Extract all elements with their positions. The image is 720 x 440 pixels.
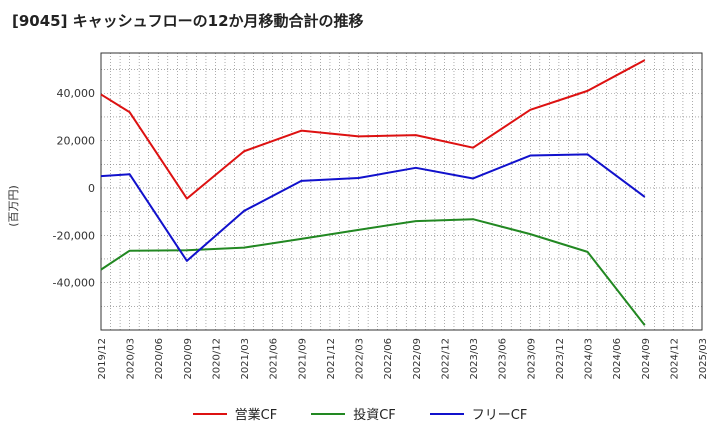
legend-label-investing: 投資CF bbox=[353, 408, 396, 423]
x-tick-label: 2021/03 bbox=[240, 338, 251, 380]
plot-area bbox=[101, 53, 702, 330]
legend-swatch-operating bbox=[192, 412, 227, 415]
y-tick-label: -40,000 bbox=[53, 277, 95, 290]
y-tick-label: 20,000 bbox=[57, 135, 96, 148]
x-tick-label: 2021/09 bbox=[297, 338, 308, 380]
x-tick-label: 2024/09 bbox=[641, 338, 652, 380]
x-tick-label: 2022/06 bbox=[383, 338, 394, 380]
legend-label-free: フリーCF bbox=[471, 408, 528, 423]
x-tick-label: 2022/03 bbox=[355, 338, 366, 380]
x-tick-label: 2021/12 bbox=[326, 338, 337, 380]
series-line-1 bbox=[100, 218, 646, 326]
legend-item-operating: 営業CF bbox=[192, 404, 278, 423]
series-line-0 bbox=[100, 59, 646, 200]
x-tick-label: 2023/09 bbox=[526, 338, 537, 380]
x-tick-label: 2020/09 bbox=[183, 338, 194, 380]
x-tick-label: 2023/12 bbox=[555, 338, 566, 380]
x-tick-label: 2025/03 bbox=[698, 338, 709, 380]
x-tick-label: 2021/06 bbox=[269, 338, 280, 380]
cash-flow-chart: 40,000 20,000 0 -20,000 -40,000 2019/12 2020/0… bbox=[53, 52, 709, 380]
y-tick-label: 0 bbox=[88, 182, 95, 195]
legend-swatch-free bbox=[429, 412, 464, 415]
x-tick-label: 2024/03 bbox=[584, 338, 595, 380]
x-tick-label: 2023/03 bbox=[469, 338, 480, 380]
legend: 営業CF 投資CF フリーCF bbox=[0, 404, 720, 423]
series-line-2 bbox=[100, 153, 646, 262]
legend-label-operating: 営業CF bbox=[234, 408, 278, 423]
x-tick-label: 2019/12 bbox=[97, 338, 108, 380]
x-tick-label: 2024/06 bbox=[612, 338, 623, 380]
x-tick-label: 2022/09 bbox=[412, 338, 423, 380]
x-tick-label: 2020/12 bbox=[211, 338, 222, 380]
legend-item-free: フリーCF bbox=[429, 404, 528, 423]
x-tick-label: 2020/03 bbox=[126, 338, 137, 380]
x-tick-label: 2022/12 bbox=[440, 338, 451, 380]
y-tick-label: -20,000 bbox=[53, 229, 95, 242]
y-tick-label: 40,000 bbox=[57, 87, 96, 100]
x-tick-label: 2023/06 bbox=[498, 338, 509, 380]
legend-swatch-investing bbox=[311, 412, 346, 415]
x-tick-label: 2020/06 bbox=[154, 338, 165, 380]
x-tick-label: 2024/12 bbox=[669, 338, 680, 380]
chart-title: [9045] キャッシュフローの12か月移動合計の推移 bbox=[12, 12, 364, 30]
legend-item-investing: 投資CF bbox=[311, 404, 396, 423]
plot-frame bbox=[100, 52, 703, 331]
